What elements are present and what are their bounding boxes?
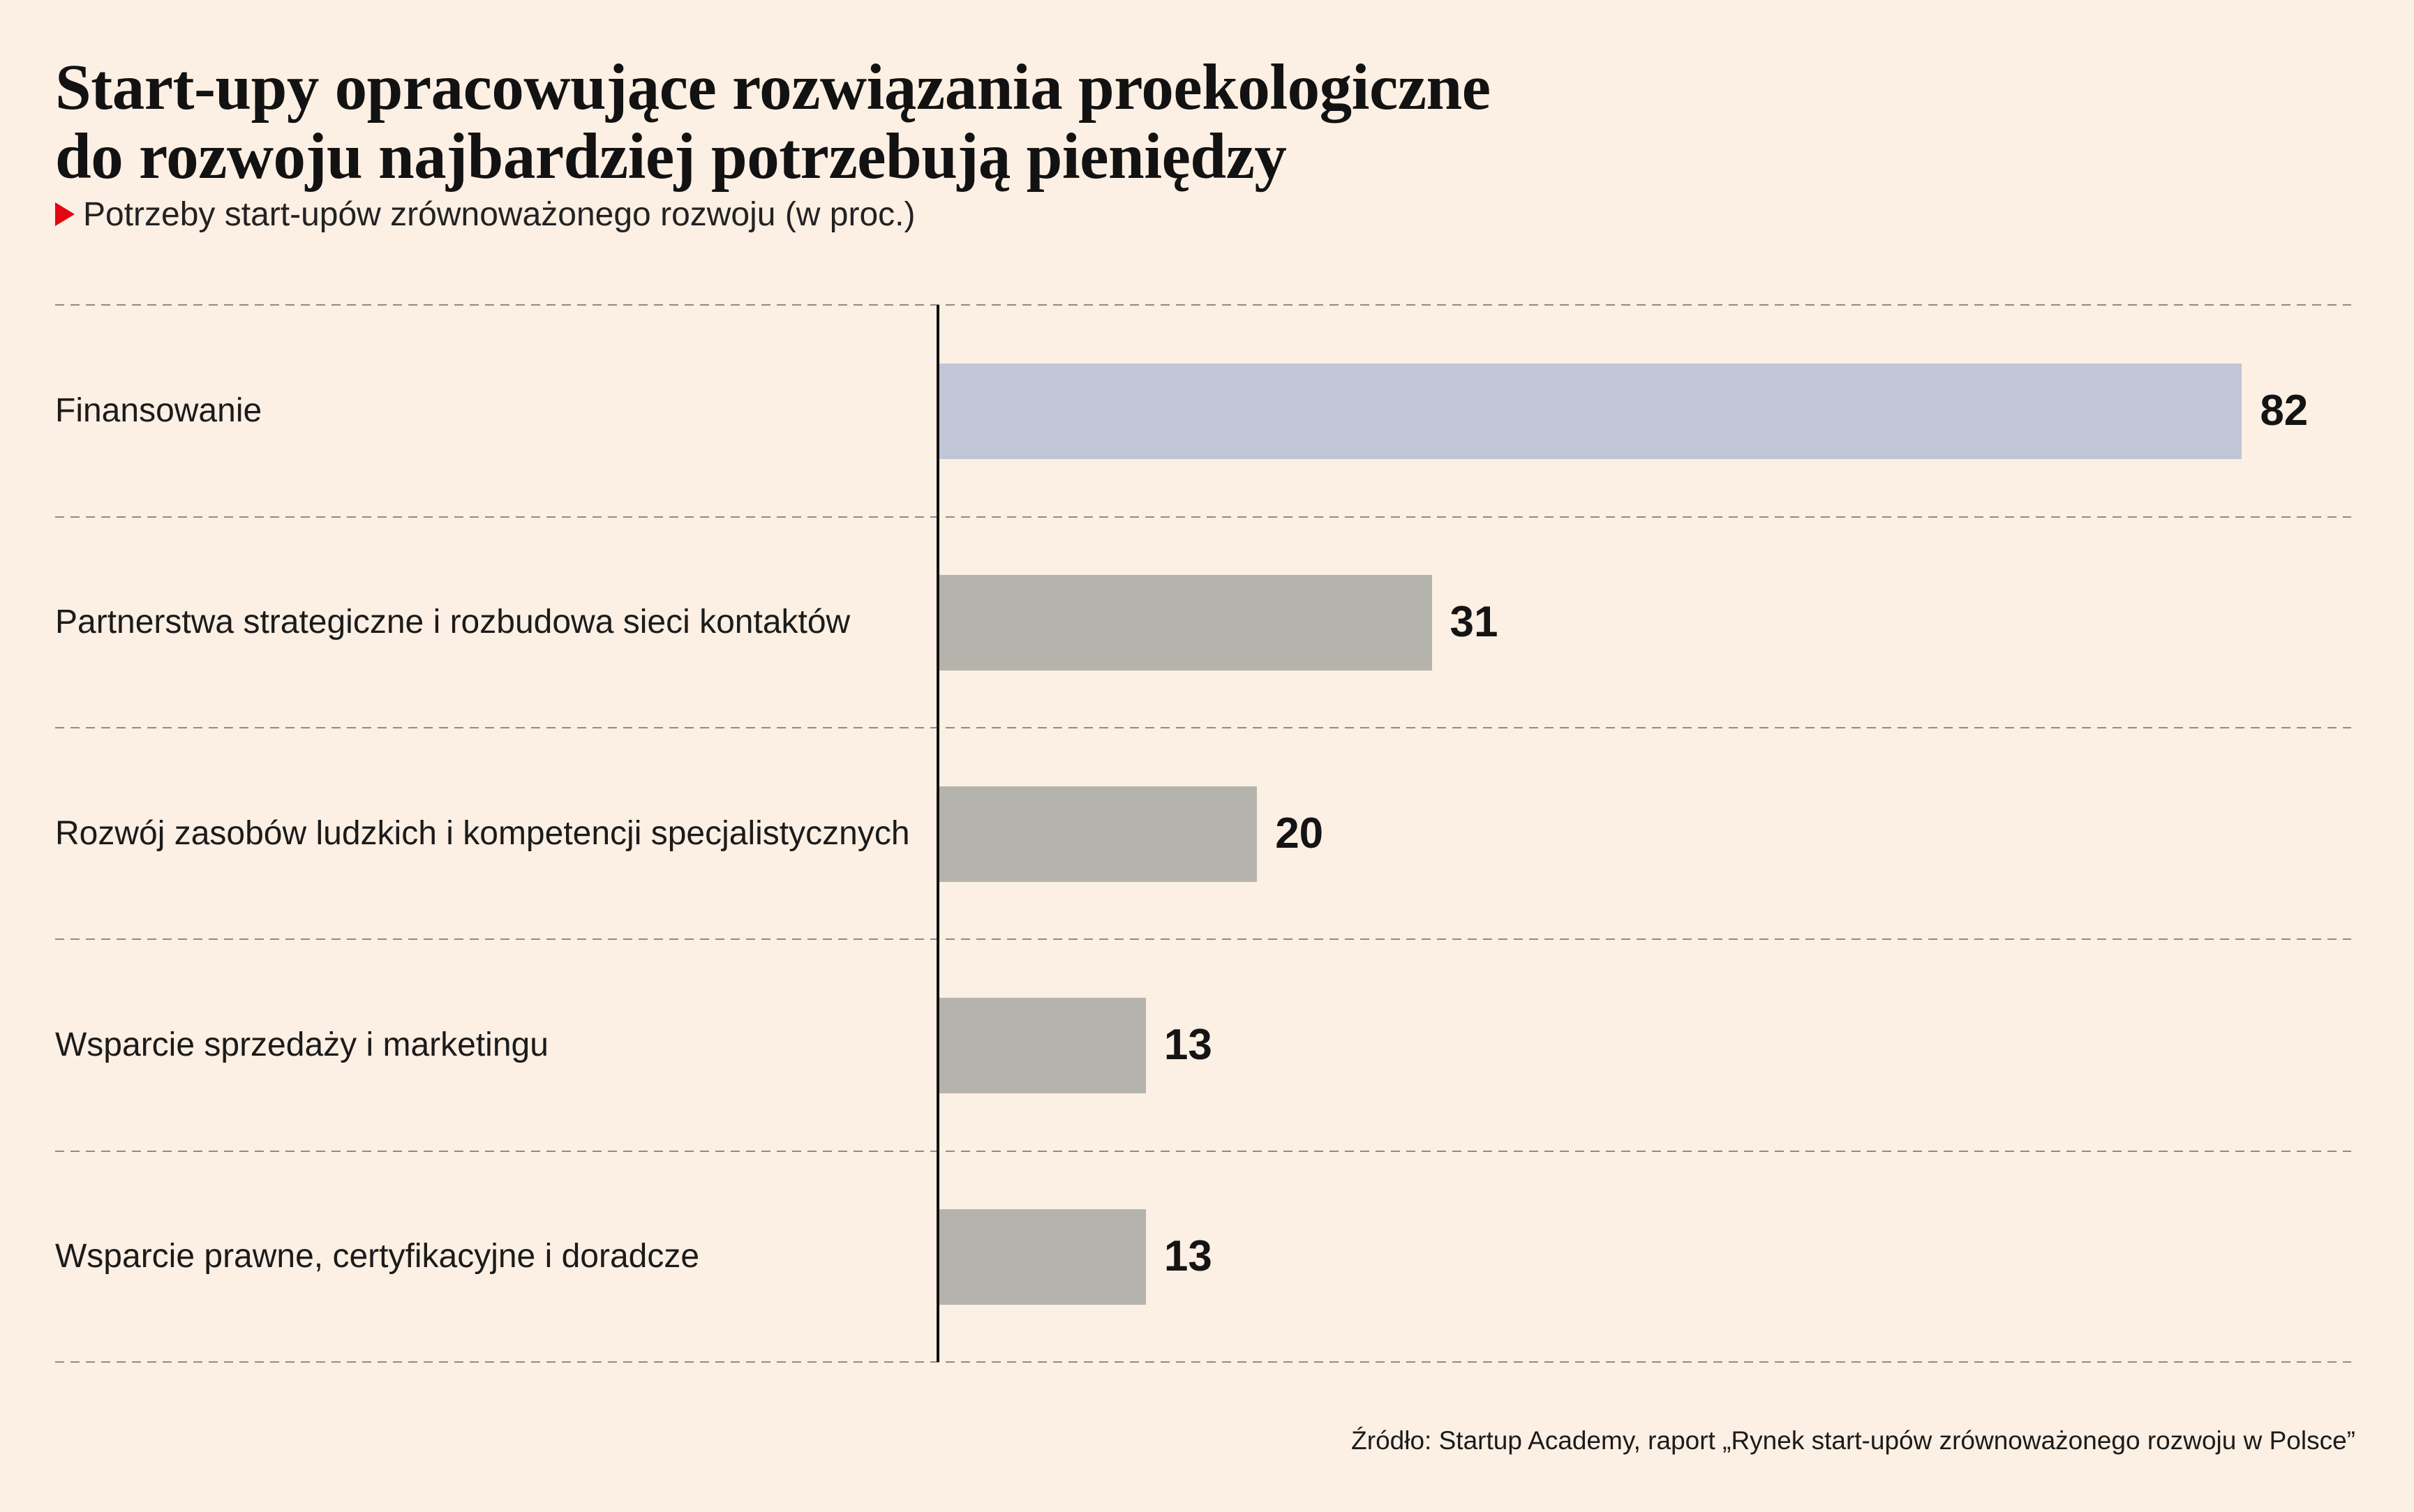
bar — [939, 364, 2242, 459]
gridline — [55, 1361, 2351, 1363]
gridline — [55, 516, 2351, 518]
data-label: 31 — [1450, 598, 1498, 646]
bar — [939, 786, 1258, 882]
bar — [939, 1209, 1146, 1305]
category-label: Finansowanie — [55, 392, 262, 429]
bar — [939, 575, 1432, 671]
triangle-right-icon — [55, 202, 75, 226]
bar-row: Rozwój zasobów ludzkich i kompetencji sp… — [0, 728, 2414, 939]
category-label: Partnerstwa strategiczne i rozbudowa sie… — [55, 604, 851, 641]
chart-subtitle-text: Potrzeby start-upów zrównoważonego rozwo… — [83, 195, 916, 233]
data-label: 13 — [1163, 1021, 1212, 1069]
gridline — [55, 727, 2351, 728]
chart-title: Start-upy opracowujące rozwiązania proek… — [55, 53, 1491, 191]
category-label: Rozwój zasobów ludzkich i kompetencji sp… — [55, 815, 910, 852]
y-axis-line — [937, 305, 939, 1362]
bar-row: Wsparcie prawne, certyfikacyjne i doradc… — [0, 1151, 2414, 1362]
gridline — [55, 938, 2351, 940]
gridline — [55, 304, 2351, 306]
category-label: Wsparcie sprzedaży i marketingu — [55, 1026, 549, 1063]
bar-row: Wsparcie sprzedaży i marketingu 13 — [0, 939, 2414, 1151]
bar-row: Finansowanie 82 — [0, 305, 2414, 516]
data-label: 82 — [2260, 387, 2309, 435]
gridline — [55, 1151, 2351, 1152]
source-note: Źródło: Startup Academy, raport „Rynek s… — [1351, 1426, 2355, 1455]
category-label: Wsparcie prawne, certyfikacyjne i doradc… — [55, 1238, 700, 1275]
data-label: 20 — [1275, 809, 1324, 858]
bar-row: Partnerstwa strategiczne i rozbudowa sie… — [0, 516, 2414, 728]
chart-title-line-2: do rozwoju najbardziej potrzebują pienię… — [55, 121, 1287, 193]
bar — [939, 998, 1146, 1093]
chart-title-line-1: Start-upy opracowujące rozwiązania proek… — [55, 52, 1491, 123]
data-label: 13 — [1163, 1232, 1212, 1280]
chart-subtitle: Potrzeby start-upów zrównoważonego rozwo… — [55, 195, 916, 234]
